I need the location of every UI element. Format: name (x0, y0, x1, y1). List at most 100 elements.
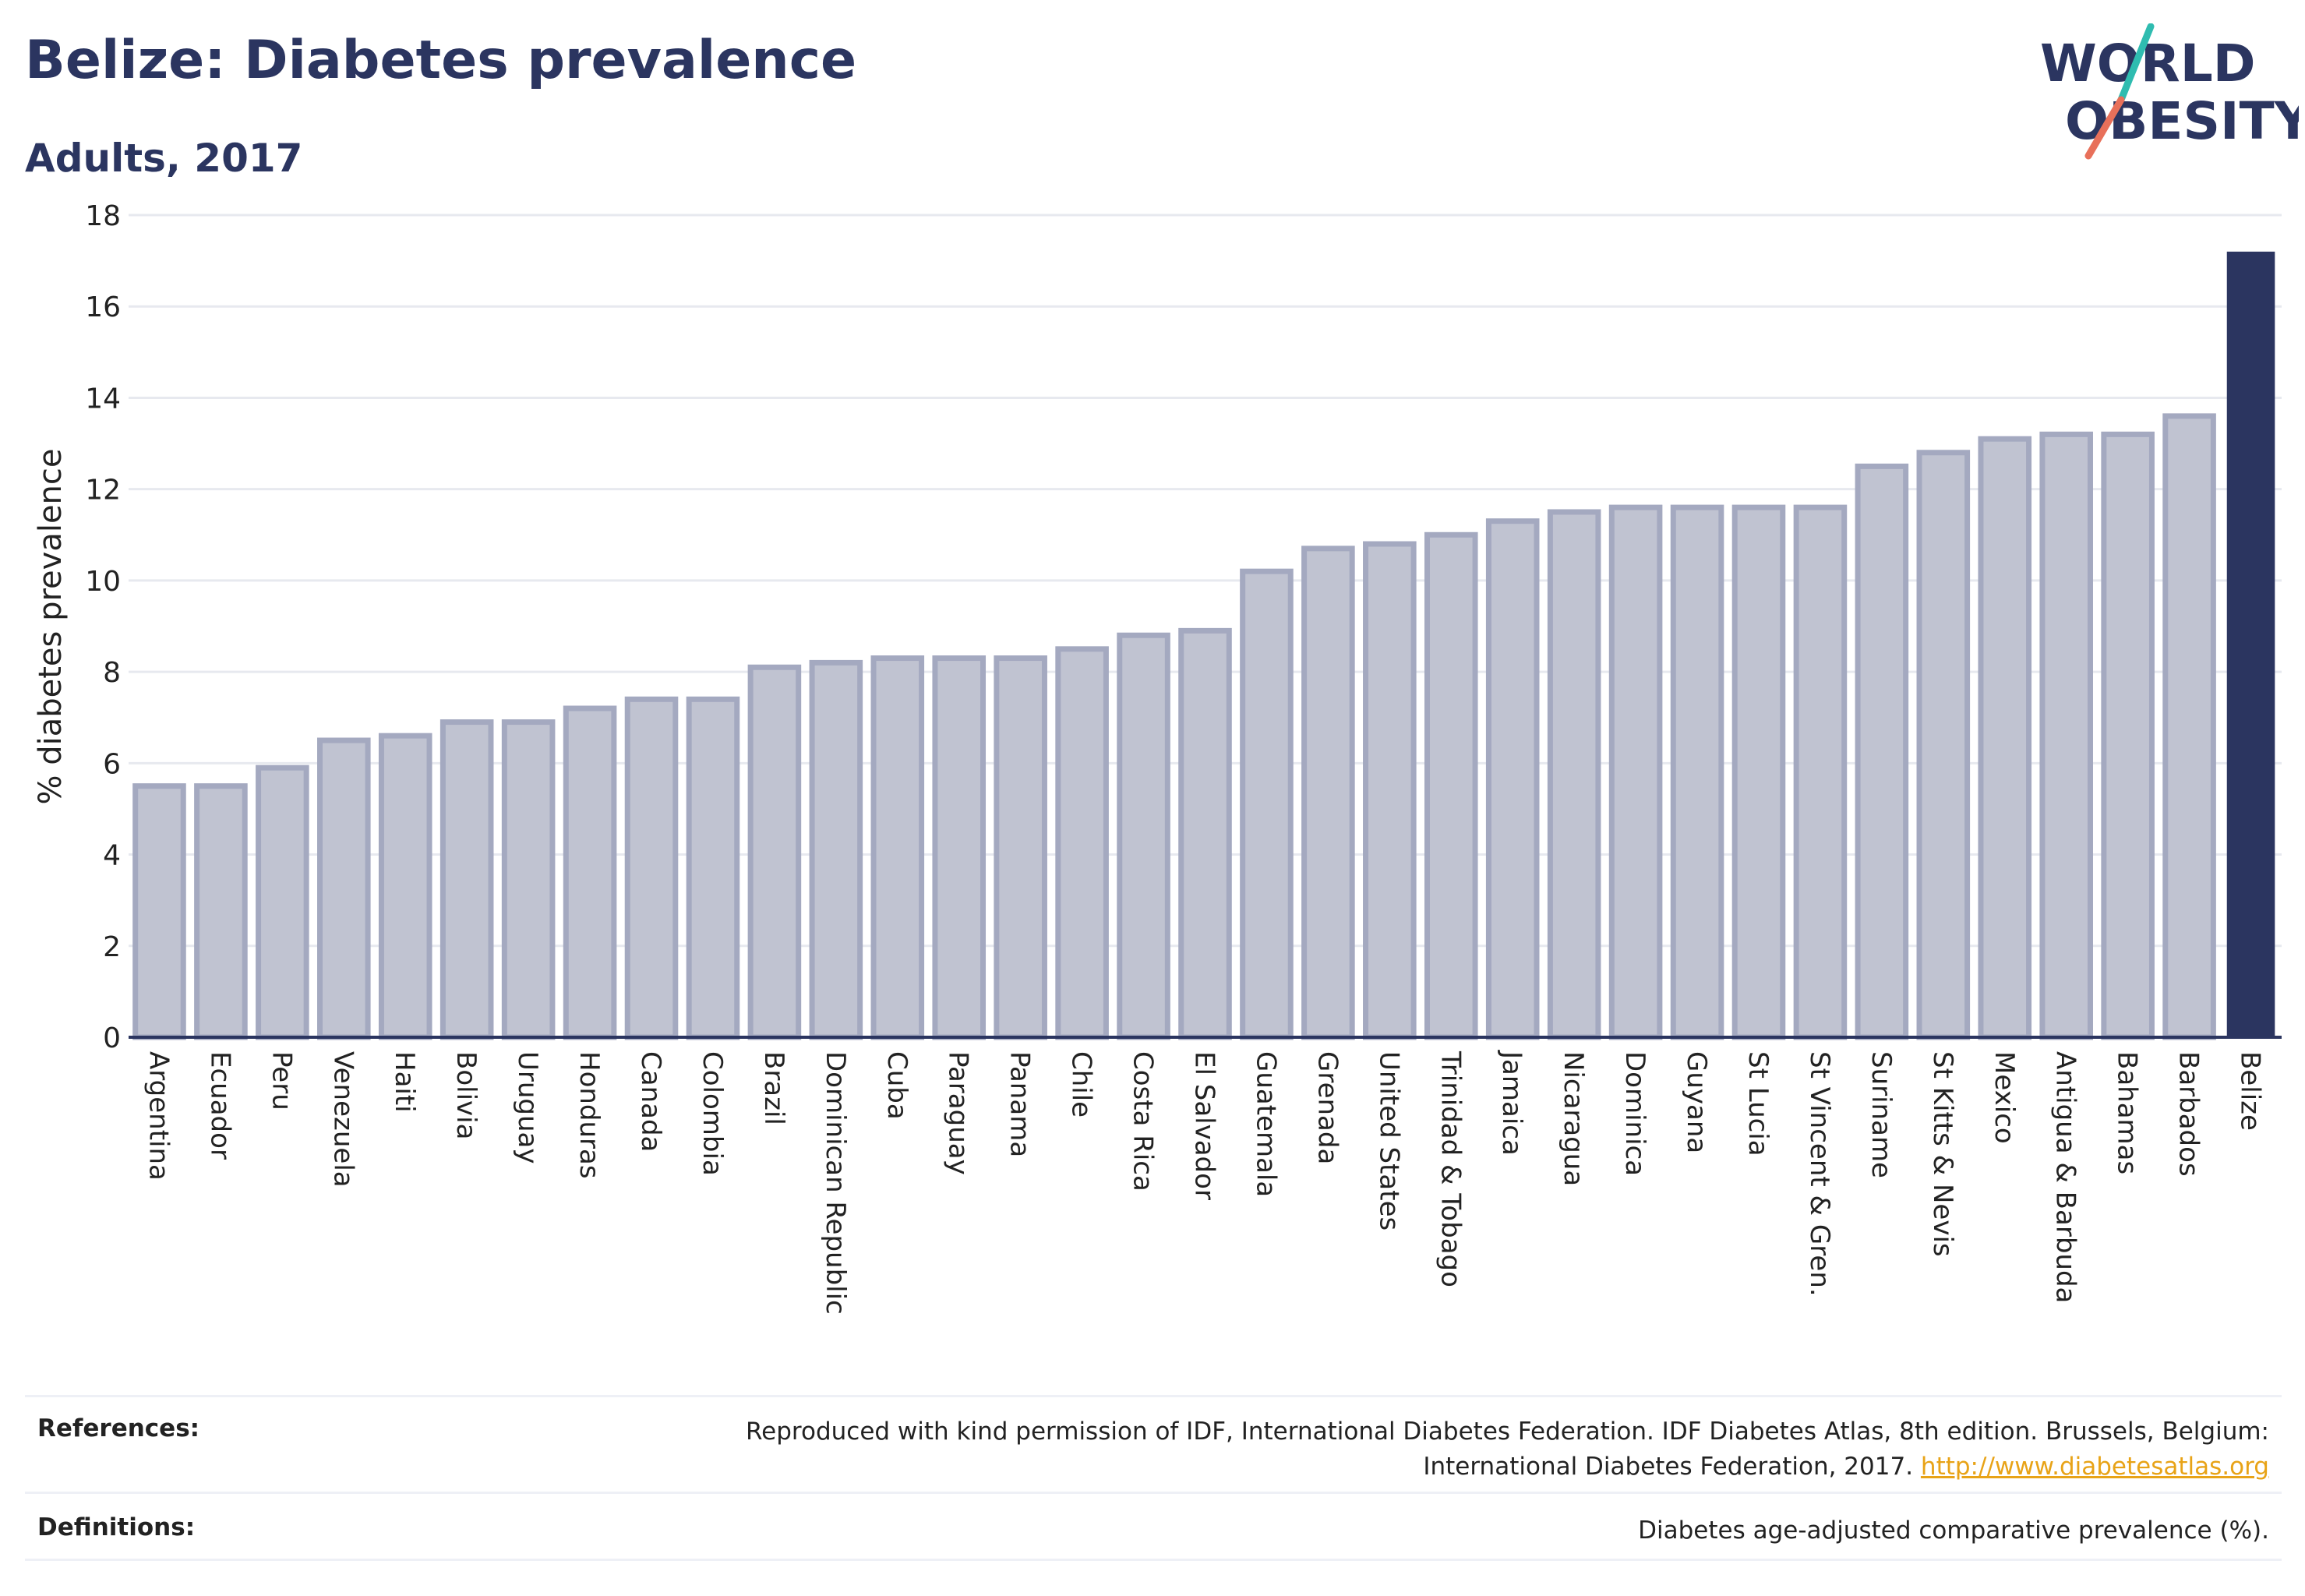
bar-st-lucia (1731, 504, 1786, 1040)
x-tick-label: Chile (1066, 1051, 1097, 1118)
bar-guatemala (1240, 568, 1294, 1040)
x-tick-label: Suriname (1866, 1051, 1897, 1178)
references-label: References: (37, 1414, 200, 1442)
x-tick-label: Costa Rica (1128, 1051, 1159, 1192)
bar-uruguay (501, 719, 556, 1040)
x-tick-label: Ecuador (204, 1051, 235, 1160)
bar-trinidad-tobago (1424, 531, 1478, 1040)
definitions-row: Definitions: Diabetes age-adjusted compa… (25, 1513, 2282, 1552)
bar-dominican-republic (809, 659, 863, 1040)
y-tick-label: 4 (103, 840, 121, 872)
y-tick-label: 16 (85, 291, 121, 323)
x-tick-label: Dominica (1619, 1051, 1650, 1176)
y-axis-ticks: 0 2 4 6 8 10 12 14 16 18 (85, 200, 121, 1054)
bar-costa-rica (1117, 632, 1170, 1040)
x-tick-label: Dominican Republic (820, 1051, 851, 1315)
x-tick-label: Paraguay (943, 1051, 974, 1175)
y-axis-label: % diabetes prevalence (33, 448, 69, 804)
bar-dominica (1608, 504, 1663, 1040)
bar-el-salvador (1178, 627, 1232, 1040)
footer-divider-middle (25, 1492, 2282, 1494)
bar-st-vincent-gren- (1793, 504, 1848, 1040)
bar-ecuador (194, 783, 248, 1040)
bar-nicaragua (1547, 509, 1601, 1040)
bar-jamaica (1485, 518, 1540, 1040)
bar-peru (256, 764, 309, 1040)
x-tick-label: Barbados (2173, 1051, 2204, 1177)
bar-suriname (1855, 463, 1909, 1040)
bar-guyana (1670, 504, 1724, 1040)
x-tick-label: Panama (1004, 1051, 1036, 1157)
bar-paraguay (932, 655, 987, 1040)
x-tick-label: Guatemala (1250, 1051, 1281, 1197)
x-tick-label: Mexico (1989, 1051, 2020, 1144)
x-tick-label: Jamaica (1496, 1050, 1527, 1156)
footer-divider-bottom (25, 1559, 2282, 1561)
bar-bahamas (2101, 431, 2155, 1040)
x-tick-label: St Vincent & Gren. (1804, 1051, 1835, 1297)
x-tick-label: El Salvador (1189, 1051, 1220, 1200)
chart-title: Belize: Diabetes prevalence (25, 30, 857, 91)
x-axis-labels: Argentina Ecuador Peru Venezuela Haiti Bolivi… (143, 1050, 2265, 1315)
x-tick-label: United States (1373, 1051, 1404, 1231)
references-link[interactable]: http://www.diabetesatlas.org (1920, 1452, 2269, 1481)
logo-text-world: WORLD (2040, 34, 2256, 94)
footer-divider-top (25, 1395, 2282, 1397)
bar-venezuela (317, 737, 371, 1040)
x-tick-label: Peru (266, 1051, 297, 1110)
x-tick-label: Belize (2235, 1051, 2266, 1131)
y-tick-label: 12 (85, 475, 121, 507)
y-tick-label: 18 (85, 200, 121, 232)
y-tick-label: 0 (103, 1022, 121, 1054)
bar-united-states (1363, 541, 1417, 1040)
x-tick-label: Trinidad & Tobago (1435, 1050, 1466, 1287)
bar-canada (624, 696, 679, 1040)
world-obesity-logo: WORLD OBESITY (2040, 23, 2299, 160)
x-tick-label: Colombia (697, 1051, 728, 1176)
y-tick-label: 6 (103, 748, 121, 780)
bar-colombia (686, 696, 740, 1040)
x-tick-label: St Kitts & Nevis (1927, 1051, 1958, 1257)
x-tick-label: Nicaragua (1558, 1051, 1589, 1186)
x-tick-label: Antigua & Barbuda (2050, 1051, 2081, 1303)
x-tick-label: Bahamas (2112, 1051, 2143, 1174)
bar-honduras (563, 705, 617, 1040)
x-tick-label: Haiti (389, 1051, 420, 1113)
bar-barbados (2162, 413, 2216, 1040)
x-tick-label: Venezuela (327, 1051, 358, 1188)
logo-text-obesity: OBESITY (2065, 91, 2299, 151)
bar-belize (2226, 251, 2275, 1037)
bar-panama (994, 655, 1047, 1040)
bar-mexico (1978, 436, 2032, 1040)
bar-st-kitts-nevis (1916, 450, 1971, 1040)
y-tick-label: 8 (103, 657, 121, 689)
bar-chile (1055, 646, 1109, 1040)
x-tick-label: Guyana (1681, 1051, 1712, 1153)
chart-subtitle: Adults, 2017 (25, 136, 303, 181)
x-tick-label: Honduras (574, 1051, 605, 1179)
x-tick-label: Canada (635, 1051, 666, 1152)
bar-haiti (378, 733, 432, 1040)
bar-cuba (870, 655, 925, 1040)
references-text-line1: Reproduced with kind permission of IDF, … (746, 1418, 2269, 1446)
x-tick-label: Uruguay (512, 1051, 543, 1164)
bar-brazil (747, 664, 802, 1040)
bars (132, 251, 2275, 1040)
definitions-label: Definitions: (37, 1513, 196, 1541)
logo-slash-coral (2084, 96, 2125, 160)
bar-argentina (132, 783, 186, 1040)
bar-bolivia (439, 719, 494, 1040)
references-text: Reproduced with kind permission of IDF, … (746, 1414, 2269, 1485)
references-row: References: Reproduced with kind permiss… (25, 1414, 2282, 1485)
x-tick-label: Cuba (881, 1051, 912, 1120)
definitions-text: Diabetes age-adjusted comparative preval… (1638, 1517, 2269, 1545)
x-tick-label: St Lucia (1742, 1051, 1774, 1156)
y-tick-label: 10 (85, 566, 121, 598)
bar-antigua-barbuda (2039, 431, 2093, 1040)
bar-grenada (1301, 546, 1355, 1040)
x-tick-label: Brazil (758, 1051, 789, 1125)
x-tick-label: Argentina (143, 1051, 174, 1181)
y-tick-label: 2 (103, 931, 121, 963)
logo-slash-teal (2117, 23, 2155, 104)
references-text-line2: International Diabetes Federation, 2017. (1423, 1452, 1914, 1481)
